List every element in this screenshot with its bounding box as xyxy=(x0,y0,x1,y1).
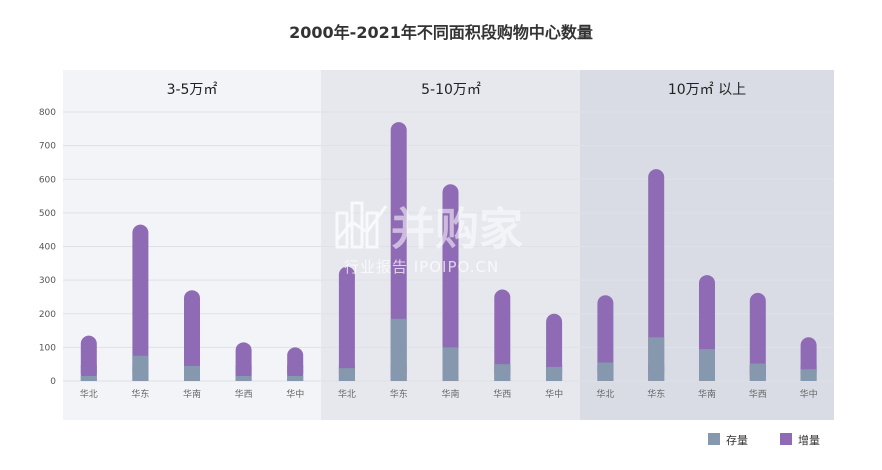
bar-increment xyxy=(749,292,766,381)
y-tick-label: 200 xyxy=(39,310,56,320)
category-labels: 华北 华东 华南 华西 华中 华北 华东 华南 华西 华中 华北 华东 华南 华西 华中 xyxy=(80,388,818,400)
category-label: 华东 xyxy=(647,388,665,400)
category-label: 华西 xyxy=(749,388,767,400)
panel-title-1: 3-5万㎡ xyxy=(167,82,218,98)
category-label: 华南 xyxy=(183,388,201,400)
bar-stock xyxy=(699,349,715,381)
category-label: 华南 xyxy=(441,388,459,400)
bar-increment xyxy=(390,122,407,382)
y-tick-label: 800 xyxy=(39,108,56,118)
category-label: 华中 xyxy=(545,388,563,400)
bar-stock xyxy=(184,365,200,381)
y-tick-label: 500 xyxy=(39,209,56,219)
bar-stock xyxy=(648,337,665,381)
bar-stock xyxy=(442,347,459,381)
y-tick-label: 100 xyxy=(39,343,56,353)
y-tick-label: 0 xyxy=(50,377,56,387)
watermark-subtitle: 行业报告 IPOIPO.CN xyxy=(344,258,499,276)
category-label: 华东 xyxy=(131,388,149,400)
chart-title: 2000年-2021年不同面积段购物中心数量 xyxy=(289,23,593,42)
bar-increment xyxy=(546,313,563,381)
y-tick-label: 300 xyxy=(39,276,56,286)
bar-stock xyxy=(287,375,304,381)
bars-group xyxy=(80,122,817,382)
category-label: 华东 xyxy=(390,388,408,400)
bar-increment xyxy=(648,169,665,381)
category-label: 华中 xyxy=(800,388,818,400)
category-label: 华北 xyxy=(338,388,356,400)
bar-stock xyxy=(235,375,252,381)
category-label: 华南 xyxy=(698,388,716,400)
bar-increment xyxy=(184,290,200,381)
y-tick-label: 700 xyxy=(39,142,56,152)
watermark-logo-icon xyxy=(335,201,388,249)
category-label: 华中 xyxy=(286,388,304,400)
bar-stock xyxy=(494,364,511,381)
category-label: 华西 xyxy=(235,388,253,400)
bar-stock xyxy=(390,318,407,381)
y-tick-label: 400 xyxy=(39,243,56,253)
bar-stock xyxy=(132,355,149,381)
legend-label-increment: 增量 xyxy=(798,433,820,447)
legend-swatch-stock xyxy=(708,433,720,445)
bar-increment xyxy=(442,184,459,381)
panel-title-3: 10万㎡ 以上 xyxy=(668,82,746,98)
category-label: 华北 xyxy=(80,388,98,400)
legend-swatch-increment xyxy=(780,433,792,445)
category-label: 华西 xyxy=(493,388,511,400)
bar-increment xyxy=(494,289,511,381)
watermark: 并购家 行业报告 IPOIPO.CN xyxy=(335,201,523,276)
bar-stock xyxy=(597,362,614,381)
watermark-brand: 并购家 xyxy=(391,204,523,255)
panel-title-2: 5-10万㎡ xyxy=(421,82,481,98)
bar-stock xyxy=(800,369,817,381)
bar-stock xyxy=(338,368,355,381)
bar-increment xyxy=(597,295,614,381)
bar-stock xyxy=(80,375,97,381)
legend: 存量 增量 xyxy=(708,433,820,447)
bar-stock xyxy=(546,366,563,381)
bar-increment xyxy=(338,266,355,381)
y-tick-label: 600 xyxy=(39,175,56,185)
legend-label-stock: 存量 xyxy=(726,433,748,447)
bar-stock xyxy=(749,363,766,381)
bar-increment xyxy=(132,224,149,381)
y-axis-ticks: 0 100 200 300 400 500 600 700 800 xyxy=(39,108,56,387)
category-label: 华北 xyxy=(596,388,614,400)
